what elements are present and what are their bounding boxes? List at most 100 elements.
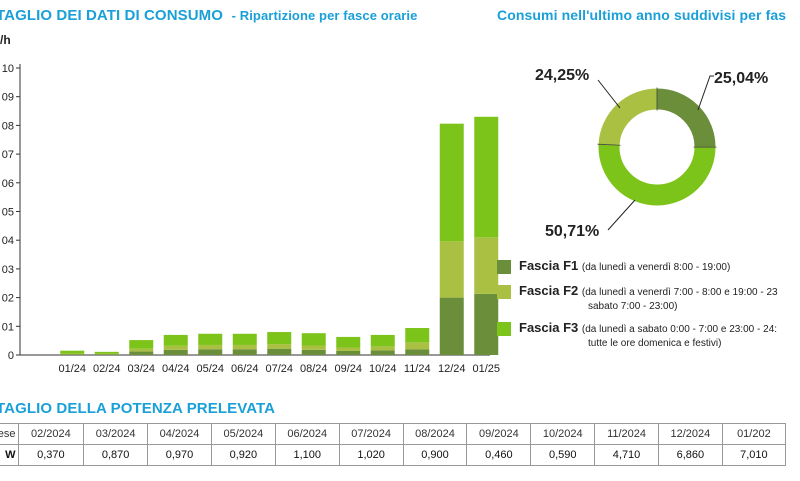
x-tick-label: 02/24 [93, 363, 121, 375]
bar-segment-fascia-f3 [336, 336, 361, 348]
bar-segment-fascia-f1 [198, 349, 223, 355]
bar-segment-fascia-f1 [439, 297, 464, 355]
power-month-cell: 08/2024 [402, 423, 468, 445]
x-tick-label: 10/24 [369, 363, 397, 375]
power-value-cell: 1,020 [338, 444, 404, 466]
bar-segment-fascia-f3 [60, 350, 85, 354]
power-month-cell: 06/2024 [274, 423, 340, 445]
power-table-value-row: W 0,370 0,870 0,970 0,920 1,100 1,020 0,900 0,4… [0, 444, 787, 466]
power-row-header-kw: W [0, 444, 19, 466]
y-tick-label: 07 [2, 149, 14, 161]
power-month-cell: 12/2024 [657, 423, 723, 445]
x-tick-label: 06/24 [231, 363, 259, 375]
legend-swatch-f3 [497, 322, 511, 336]
power-table: ese 02/202403/202404/202405/202406/20240… [0, 423, 787, 466]
y-tick-label: 04 [2, 235, 14, 247]
bar-segment-fascia-f2 [370, 346, 395, 351]
legend-desc-f2: (da lunedì a venerdì 7:00 - 8:00 e 19:00… [581, 287, 778, 298]
y-tick-label: 05 [2, 207, 14, 219]
bar-segment-fascia-f2 [267, 344, 292, 349]
power-section-title: TAGLIO DELLA POTENZA PRELEVATA [0, 400, 276, 417]
legend-swatch-f2 [497, 285, 511, 299]
bar-segment-fascia-f1 [163, 349, 188, 355]
bar-segment-fascia-f2 [336, 347, 361, 351]
bar-segment-fascia-f1 [129, 351, 154, 355]
power-value-cell: 1,100 [274, 444, 340, 466]
power-value-cell: 0,920 [210, 444, 276, 466]
bar-segment-fascia-f2 [474, 237, 499, 294]
bar-segment-fascia-f2 [301, 345, 326, 350]
power-row-header-month: ese [0, 423, 19, 445]
donut-separator [597, 143, 621, 146]
power-month-cell: 02/2024 [17, 423, 85, 445]
legend-desc2-f3: tutte le ore domenica e festivi) [588, 338, 722, 349]
power-month-cell: 09/2024 [466, 423, 532, 445]
power-value-cell: 0,590 [530, 444, 596, 466]
consumption-section-title: TAGLIO DEI DATI DI CONSUMO - Ripartizion… [0, 7, 417, 24]
donut-label-f3: 50,71% [545, 223, 600, 240]
bar-segment-fascia-f1 [370, 350, 395, 355]
bar-segment-fascia-f3 [474, 116, 499, 238]
power-table-month-row: ese 02/202403/202404/202405/202406/20240… [0, 423, 787, 445]
y-tick-label: 02 [2, 293, 14, 305]
bar-segment-fascia-f1 [94, 354, 119, 355]
bar-segment-fascia-f1 [405, 349, 430, 355]
power-month-cell: 01/202 [721, 423, 787, 445]
x-tick-label: 01/25 [472, 363, 500, 375]
power-value-cell: 0,970 [147, 444, 212, 466]
x-tick-label: 04/24 [162, 363, 190, 375]
bar-segment-fascia-f1 [474, 293, 499, 355]
legend-swatch-f1 [497, 260, 511, 274]
power-value-cell: 0,370 [17, 444, 85, 466]
bar-segment-fascia-f2 [198, 344, 223, 350]
power-month-cell: 07/2024 [338, 423, 404, 445]
bar-segment-fascia-f1 [232, 349, 257, 355]
y-tick-label: 06 [2, 178, 14, 190]
bar-segment-fascia-f3 [301, 333, 326, 346]
x-tick-label: 03/24 [127, 363, 155, 375]
consumption-subtitle-text: - Ripartizione per fasce orarie [231, 8, 418, 23]
bar-segment-fascia-f2 [163, 345, 188, 350]
x-tick-label: 08/24 [300, 363, 328, 375]
power-month-cell: 10/2024 [530, 423, 596, 445]
bar-segment-fascia-f3 [370, 334, 395, 347]
y-tick-label: 01 [2, 321, 14, 333]
bar-segment-fascia-f3 [405, 328, 430, 343]
legend-desc-f1: (da lunedì a venerdì 8:00 - 19:00) [581, 262, 731, 273]
bar-segment-fascia-f3 [267, 332, 292, 345]
donut-slice-fascia-f3 [598, 88, 716, 206]
power-value-cell: 4,710 [594, 444, 659, 466]
annual-section-title: Consumi nell'ultimo anno suddivisi per f… [497, 7, 787, 23]
x-tick-label: 11/24 [404, 363, 431, 375]
power-value-cell: 0,900 [402, 444, 468, 466]
bar-segment-fascia-f3 [439, 123, 464, 242]
power-month-cell: 05/2024 [210, 423, 276, 445]
legend-name-f1: Fascia F1 [519, 258, 579, 273]
power-value-cell: 0,870 [83, 444, 149, 466]
bar-segment-fascia-f2 [94, 353, 119, 355]
bar-segment-fascia-f2 [232, 344, 257, 350]
bar-segment-fascia-f2 [439, 241, 464, 298]
donut-label-f2: 24,25% [535, 67, 590, 84]
power-value-cell: 7,010 [721, 444, 787, 466]
power-value-cell: 6,860 [657, 444, 723, 466]
y-tick-label: 03 [2, 264, 14, 276]
bar-segment-fascia-f1 [267, 348, 292, 355]
y-tick-label: 09 [2, 92, 14, 104]
legend-desc2-f2: sabato 7:00 - 23:00) [588, 301, 678, 312]
donut-label-f1: 25,04% [714, 70, 769, 87]
power-month-cell: 04/2024 [147, 423, 212, 445]
bar-segment-fascia-f1 [336, 350, 361, 355]
x-tick-label: 12/24 [438, 363, 466, 375]
consumption-title-text: TAGLIO DEI DATI DI CONSUMO [0, 7, 224, 24]
y-tick-label: 08 [2, 120, 14, 132]
donut-leader-lines [597, 75, 714, 231]
legend-desc-f3: (da lunedì a sabato 0:00 - 7:00 e 23:00 … [581, 324, 778, 335]
y-tick-label: 0 [8, 350, 14, 362]
bar-segment-fascia-f3 [129, 340, 154, 349]
x-tick-label: 07/24 [265, 363, 293, 375]
bar-segment-fascia-f3 [94, 351, 119, 354]
bar-segment-fascia-f2 [405, 342, 430, 350]
power-month-cell: 11/2024 [594, 423, 659, 445]
bar-segment-fascia-f1 [301, 349, 326, 355]
